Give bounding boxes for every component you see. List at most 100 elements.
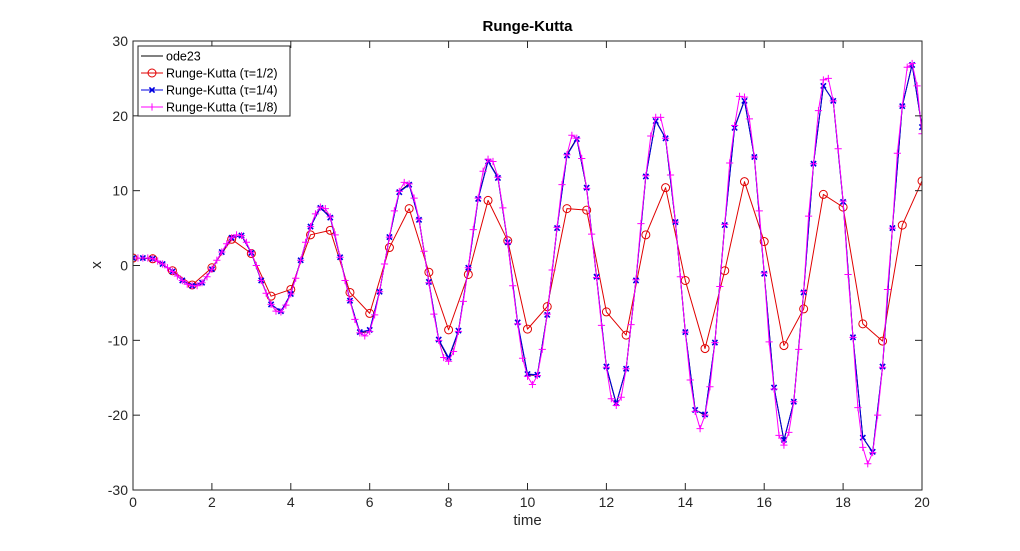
series-3-point bbox=[898, 102, 906, 110]
series-3-point bbox=[568, 131, 576, 139]
series-3-point bbox=[607, 395, 615, 403]
y-tick-label: 20 bbox=[112, 108, 128, 124]
series-3-point bbox=[701, 411, 709, 419]
series-1-point bbox=[404, 204, 414, 214]
series-3-point bbox=[203, 273, 211, 281]
series-3-point bbox=[819, 76, 827, 84]
series-2-point bbox=[918, 123, 922, 131]
series-3-point bbox=[824, 74, 832, 83]
series-3-point bbox=[809, 160, 818, 168]
series-3-point bbox=[518, 354, 527, 362]
series-3-point bbox=[489, 157, 497, 166]
series-3-point bbox=[795, 345, 803, 353]
series-3-point bbox=[405, 180, 413, 188]
series-1-point bbox=[897, 220, 907, 230]
series-3-point bbox=[765, 338, 773, 346]
series-3-point bbox=[538, 345, 546, 353]
series-1-point bbox=[799, 304, 809, 314]
series-3-point bbox=[790, 398, 798, 406]
series-3-point bbox=[849, 333, 857, 341]
series-3-point bbox=[395, 187, 403, 196]
series-3-point bbox=[632, 276, 640, 284]
series-3-point bbox=[277, 308, 285, 316]
series-3-point bbox=[627, 321, 635, 329]
series-3-point bbox=[514, 320, 522, 328]
series-3-point bbox=[597, 321, 606, 329]
plot-area bbox=[133, 59, 922, 468]
series-3-point bbox=[647, 132, 655, 140]
y-tick-label: 30 bbox=[112, 33, 128, 49]
x-tick-label: 20 bbox=[914, 494, 930, 510]
series-3-point bbox=[578, 154, 586, 163]
series-3-point bbox=[878, 363, 887, 371]
series-1-point bbox=[661, 183, 671, 193]
series-3-point bbox=[854, 404, 862, 412]
series-3-point bbox=[661, 134, 670, 142]
series-3-point bbox=[430, 310, 438, 318]
series-3-point bbox=[869, 448, 877, 457]
series-3-point bbox=[888, 224, 897, 232]
series-3-point bbox=[617, 393, 625, 401]
series-3-point bbox=[893, 149, 901, 157]
series-3-point bbox=[168, 267, 177, 276]
axis-ticks: 0 2 4 6 8 10 12 14 16 18 20 -30 -20 -10 0 10 20 30 bbox=[108, 33, 930, 510]
series-3-point bbox=[775, 431, 783, 439]
series-3-point bbox=[257, 276, 265, 285]
series-1-point bbox=[601, 307, 611, 317]
series-3-point bbox=[528, 380, 537, 389]
series-3-point bbox=[676, 273, 684, 281]
series-3-point bbox=[306, 222, 315, 231]
series-3-point bbox=[420, 247, 428, 255]
series-1-point bbox=[384, 243, 394, 253]
series-3 bbox=[133, 59, 922, 468]
x-tick-label: 16 bbox=[756, 494, 772, 510]
series-3-point bbox=[474, 194, 482, 202]
legend-label: Runge-Kutta (τ=1/8) bbox=[166, 101, 278, 115]
series-3-point bbox=[874, 411, 882, 419]
series-3-point bbox=[696, 425, 704, 433]
series-3-point bbox=[509, 282, 517, 290]
series-3-point bbox=[198, 279, 206, 287]
y-tick-label: -30 bbox=[108, 482, 128, 498]
series-1-point bbox=[779, 341, 789, 351]
x-tick-label: 18 bbox=[835, 494, 851, 510]
series-1-point bbox=[858, 319, 868, 329]
series-1-point bbox=[306, 230, 316, 240]
series-3-point bbox=[371, 311, 379, 319]
series-3-point bbox=[533, 371, 541, 380]
series-3-point bbox=[804, 212, 813, 220]
series-3-point bbox=[326, 213, 334, 221]
series-3-point bbox=[237, 231, 246, 240]
series-3-point bbox=[864, 460, 872, 468]
series-2-point bbox=[133, 254, 137, 262]
series-3-point bbox=[903, 63, 911, 71]
legend-label: Runge-Kutta (τ=1/4) bbox=[166, 84, 278, 98]
series-3-point bbox=[814, 106, 823, 115]
series-1-point bbox=[582, 205, 592, 215]
series-3-point bbox=[622, 365, 630, 373]
series-3-point bbox=[178, 276, 186, 285]
y-tick-label: -20 bbox=[108, 407, 128, 423]
series-3-point bbox=[440, 353, 448, 362]
series-3-point bbox=[592, 273, 601, 282]
series-3-point bbox=[158, 260, 167, 268]
series-3-point bbox=[760, 269, 768, 277]
series-3-point bbox=[297, 256, 305, 264]
series-3-point bbox=[449, 347, 458, 356]
series-3-point bbox=[311, 210, 320, 218]
series-3-point bbox=[573, 134, 581, 142]
series-2-point bbox=[445, 354, 452, 361]
series-3-point bbox=[385, 233, 394, 241]
series-1-point bbox=[680, 275, 690, 285]
series-3-point bbox=[459, 297, 467, 306]
series-3-point bbox=[686, 376, 694, 384]
series-3-point bbox=[351, 315, 359, 323]
series-3-point bbox=[834, 145, 842, 153]
series-3-point bbox=[336, 253, 344, 261]
series-1-point bbox=[562, 204, 572, 214]
series-3-point bbox=[247, 249, 255, 257]
series-3-point bbox=[144, 254, 152, 262]
series-3-point bbox=[232, 231, 241, 239]
series-3-point bbox=[464, 264, 472, 272]
